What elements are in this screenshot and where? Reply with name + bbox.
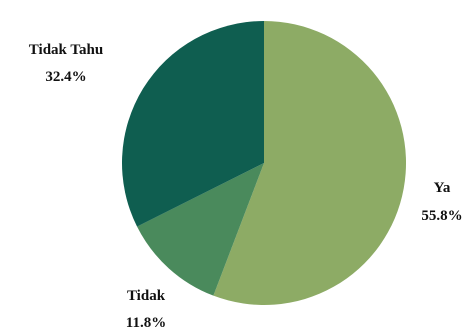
pie-slices: [121, 20, 407, 305]
slice-name-ya: Ya: [434, 180, 451, 196]
pie-slice-tidak-tahu: [121, 20, 265, 227]
slice-value-tidak: 11.8%: [126, 315, 166, 331]
pie-slice-ya: [213, 20, 407, 305]
slice-label-ya: Ya 55.8%: [421, 180, 462, 224]
slice-value-ya: 55.8%: [421, 208, 462, 224]
slice-label-tidak: Tidak 11.8%: [126, 288, 166, 331]
pie-slice-tidak: [137, 163, 264, 296]
slice-label-tidak-tahu: Tidak Tahu 32.4%: [29, 42, 103, 85]
slice-name-tidak: Tidak: [127, 288, 166, 304]
slice-name-tidak-tahu: Tidak Tahu: [29, 42, 103, 58]
slice-value-tidak-tahu: 32.4%: [45, 69, 86, 85]
